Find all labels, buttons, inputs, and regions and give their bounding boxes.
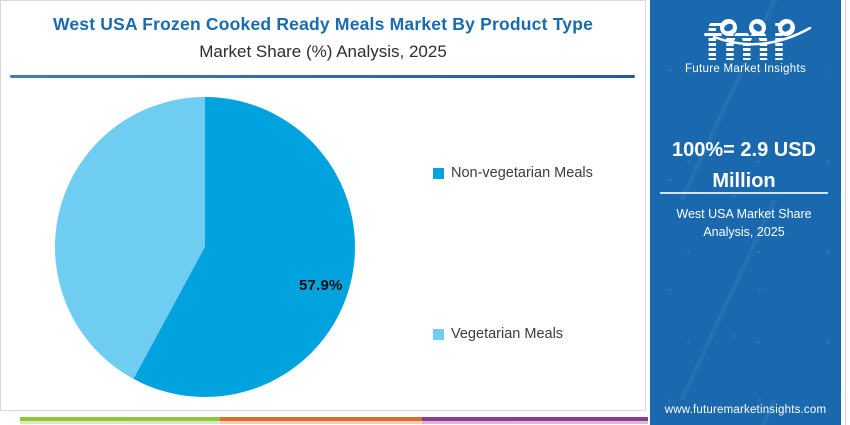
- legend-item-non-vegetarian: Non-vegetarian Meals: [433, 165, 593, 181]
- panel-subtitle: West USA Market Share Analysis, 2025: [676, 207, 812, 240]
- legend-swatch-icon: [433, 328, 444, 340]
- logo-swoosh-icon: [712, 26, 811, 46]
- market-size-stat: 100%= 2.9 USD Million: [672, 139, 816, 192]
- right-frame-line: [845, 0, 846, 425]
- footer-bar-green: [20, 417, 220, 421]
- logo-tagline: Future Market Insights: [684, 63, 806, 75]
- website-link[interactable]: www.futuremarketinsights.com: [664, 404, 827, 416]
- chart-subtitle: Market Share (%) Analysis, 2025: [199, 42, 447, 61]
- pie-chart: [55, 97, 355, 397]
- legend-swatch-icon: [433, 167, 444, 179]
- title-divider: [10, 75, 635, 78]
- pie-data-label: 57.9%: [299, 277, 343, 294]
- footer-color-bar-shadow: [20, 421, 648, 424]
- europe-africa-map-icon: [748, 19, 766, 36]
- footer-color-bar: [20, 417, 648, 421]
- legend-label: Vegetarian Meals: [451, 326, 564, 342]
- panel-divider: [660, 192, 828, 194]
- brand-sidebar: fmi Future Market Insights 100%= 2.9 USD…: [650, 0, 841, 425]
- americas-map-icon: [719, 19, 737, 36]
- asia-pacific-map-icon: [777, 19, 795, 36]
- footer-bar-purple: [422, 417, 648, 421]
- chart-panel: West USA Frozen Cooked Ready Meals Marke…: [0, 0, 646, 411]
- legend-item-vegetarian: Vegetarian Meals: [433, 326, 563, 342]
- chart-title: West USA Frozen Cooked Ready Meals Marke…: [52, 14, 594, 34]
- fmi-logo: fmi Future Market Insights: [650, 6, 841, 92]
- legend-label: Non-vegetarian Meals: [451, 165, 593, 181]
- footer-bar-orange: [220, 417, 422, 421]
- logo-globe-icons: [719, 19, 795, 36]
